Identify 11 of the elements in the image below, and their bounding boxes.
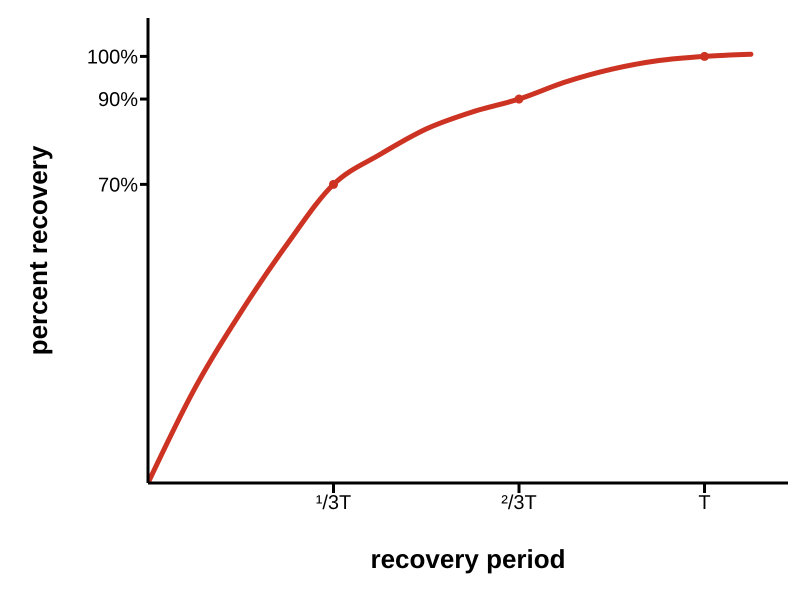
point	[700, 52, 710, 61]
y-tick-label: 70%	[98, 174, 138, 196]
x-tick-label: T	[698, 492, 711, 514]
y-axis-title: percent recovery	[23, 145, 54, 356]
x-tick-label: ¹/3T	[316, 492, 352, 514]
x-axis-title: recovery period	[370, 544, 566, 574]
y-tick-label: 100%	[86, 46, 138, 68]
point	[514, 94, 524, 104]
x-tick-label: ²/3T	[501, 492, 537, 514]
y-tick-label: 90%	[98, 89, 138, 112]
point	[328, 180, 338, 189]
